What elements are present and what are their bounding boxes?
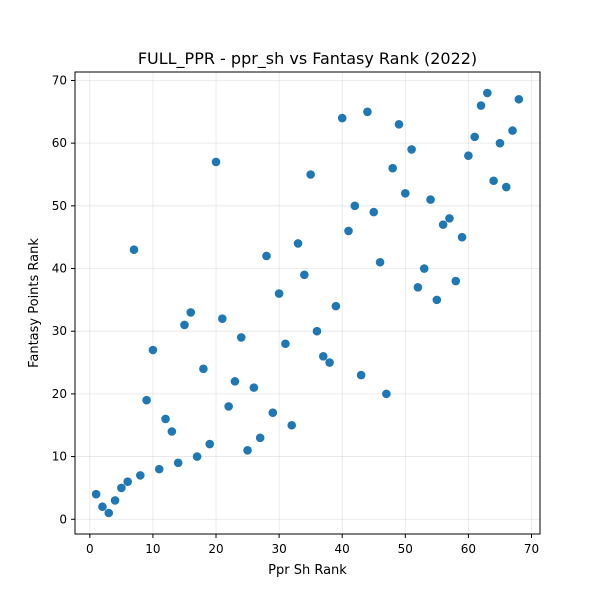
x-tick-label: 30 [271, 542, 286, 556]
data-point [243, 446, 252, 455]
data-point [337, 113, 347, 123]
grid-layer [75, 72, 540, 534]
data-point [199, 364, 208, 374]
data-point [180, 320, 189, 330]
data-point [262, 251, 271, 261]
ticks-layer: 0 10 20 30 40 50 60 70 0 10 20 30 40 50 60 70 [52, 73, 539, 556]
plot-frame [74, 71, 541, 535]
data-point [142, 395, 151, 405]
chart-title: FULL_PPR - ppr_sh vs Fantasy Rank (2022) [138, 49, 477, 69]
data-point [350, 201, 360, 211]
data-point [369, 207, 379, 217]
data-point [413, 283, 423, 292]
data-point [136, 471, 145, 480]
data-point [476, 101, 486, 110]
data-point [325, 358, 334, 367]
data-point [104, 508, 114, 518]
data-point [287, 420, 297, 430]
data-point [205, 439, 215, 449]
data-point [394, 120, 404, 129]
data-point [312, 326, 322, 336]
y-tick-label: 0 [59, 512, 67, 526]
data-point [274, 289, 284, 298]
data-point [445, 214, 454, 223]
x-axis-label: Ppr Sh Rank [268, 563, 347, 578]
data-point [382, 389, 391, 399]
data-point [167, 427, 177, 436]
data-point [426, 195, 435, 204]
data-point [306, 170, 315, 179]
y-tick-label: 30 [52, 324, 67, 338]
data-point [375, 257, 385, 267]
data-point [154, 464, 164, 474]
x-tick-label: 10 [145, 542, 160, 556]
data-point [110, 496, 120, 505]
y-tick-label: 40 [52, 262, 67, 276]
data-point [432, 295, 442, 305]
data-point [186, 308, 196, 317]
data-point [438, 220, 448, 229]
data-point [218, 314, 227, 323]
x-tick-label: 0 [86, 542, 94, 556]
x-tick-label: 70 [524, 542, 539, 556]
y-tick-label: 60 [52, 136, 67, 150]
data-point [495, 138, 505, 148]
data-point [192, 452, 202, 461]
data-point [501, 182, 511, 192]
data-point [407, 145, 416, 154]
x-tick-label: 50 [398, 542, 413, 556]
data-point [508, 126, 517, 135]
data-point [211, 157, 221, 167]
data-point [117, 483, 126, 493]
x-tick-label: 40 [335, 542, 350, 556]
data-point [173, 458, 183, 468]
data-point [451, 276, 461, 286]
data-point [489, 176, 498, 186]
data-point [268, 408, 278, 418]
data-point [249, 383, 259, 392]
data-point [255, 433, 265, 443]
data-point [400, 188, 410, 198]
data-point [363, 107, 372, 117]
data-point [388, 163, 397, 173]
y-tick-label: 20 [52, 387, 67, 401]
data-point [129, 245, 139, 255]
data-point [161, 414, 170, 424]
data-point [91, 489, 101, 499]
y-tick-label: 10 [52, 450, 67, 464]
data-point [236, 333, 246, 342]
data-point [123, 477, 132, 486]
data-point [331, 301, 341, 311]
data-point [419, 264, 429, 273]
data-point [281, 339, 290, 349]
data-point [318, 351, 328, 361]
data-point [293, 239, 303, 248]
data-point [470, 132, 479, 142]
x-tick-label: 20 [208, 542, 223, 556]
data-point [224, 402, 233, 411]
x-tick-label: 60 [461, 542, 476, 556]
data-point [300, 270, 309, 280]
data-point [514, 94, 524, 104]
data-point [344, 226, 353, 236]
y-tick-label: 70 [52, 73, 67, 87]
data-point [464, 151, 473, 160]
y-axis-label: Fantasy Points Rank [27, 238, 42, 368]
data-point [483, 88, 492, 98]
data-point [148, 345, 158, 355]
points-layer [91, 88, 524, 518]
data-point [98, 502, 107, 512]
data-point [457, 232, 467, 242]
data-point [356, 370, 366, 380]
y-tick-label: 50 [52, 199, 67, 213]
data-point [230, 377, 240, 386]
